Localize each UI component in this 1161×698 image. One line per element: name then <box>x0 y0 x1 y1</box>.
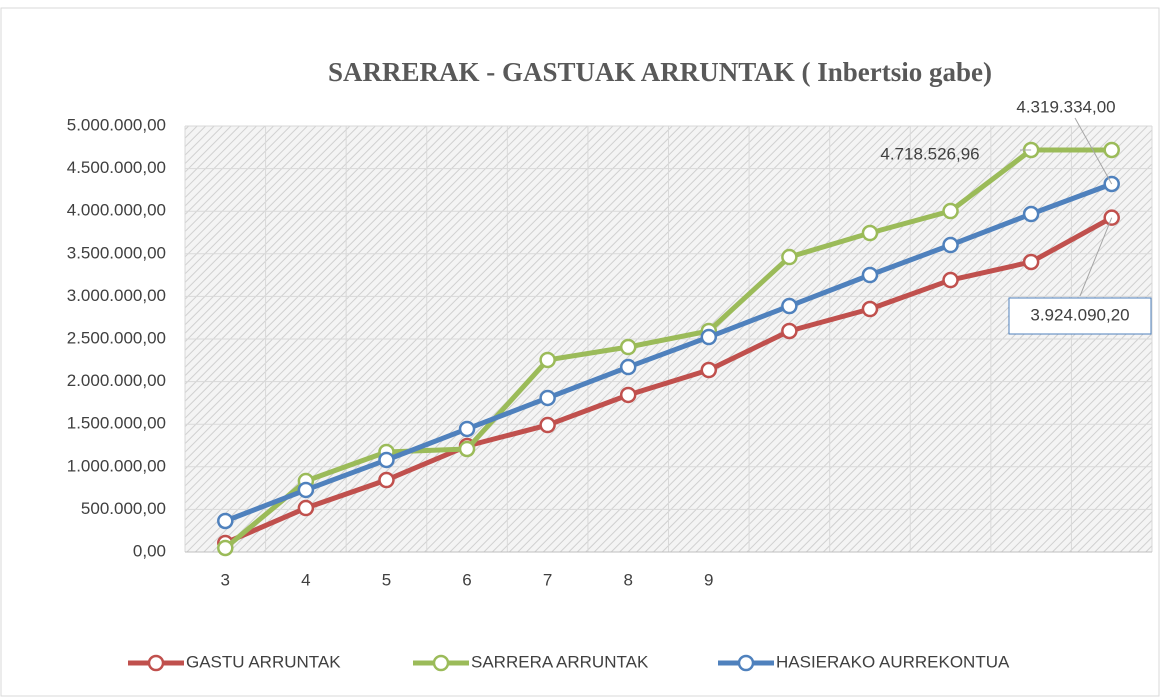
label-box <box>1008 297 1152 335</box>
point-marker <box>378 451 395 469</box>
point-marker <box>619 338 637 356</box>
point-marker <box>539 389 556 407</box>
point-marker <box>539 351 556 369</box>
y-tick-label: 4.500.000,00 <box>67 158 166 177</box>
point-marker <box>458 420 476 438</box>
point-marker <box>942 202 959 220</box>
point-marker <box>1103 141 1120 159</box>
x-tick-label: 5 <box>382 570 391 589</box>
x-tick-label: 8 <box>623 570 632 589</box>
point-marker <box>297 481 315 499</box>
y-tick-label: 2.000.000,00 <box>67 371 166 390</box>
point-marker <box>781 248 798 266</box>
y-tick-label: 500.000,00 <box>81 499 166 518</box>
y-tick-label: 1.000.000,00 <box>67 456 166 475</box>
legend-label: GASTU ARRUNTAK <box>186 652 341 671</box>
legend-marker <box>737 654 755 672</box>
point-marker <box>1022 205 1040 223</box>
y-tick-label: 3.500.000,00 <box>67 243 166 262</box>
x-tick-label: 6 <box>462 570 471 589</box>
data-label: 4.718.526,96 <box>880 144 979 163</box>
series-line <box>224 215 1113 546</box>
data-label: 4.319.334,00 <box>1016 97 1115 116</box>
leader-line <box>1074 117 1113 185</box>
point-marker <box>942 236 959 254</box>
y-tick-label: 1.500.000,00 <box>67 414 166 433</box>
data-label: 3.924.090,20 <box>1030 305 1129 324</box>
x-tick-label: 7 <box>543 570 552 589</box>
point-marker <box>861 266 879 284</box>
series-line <box>224 181 1113 524</box>
point-marker <box>539 416 556 434</box>
point-marker <box>942 271 959 289</box>
point-marker <box>861 300 879 318</box>
point-marker <box>861 224 879 242</box>
legend-label: SARRERA ARRUNTAK <box>471 652 649 671</box>
y-tick-label: 4.000.000,00 <box>67 201 166 220</box>
y-tick-label: 0,00 <box>133 541 166 560</box>
point-marker <box>781 297 798 315</box>
point-marker <box>619 358 637 376</box>
legend-marker <box>147 654 165 672</box>
chart-title: SARRERAK - GASTUAK ARRUNTAK ( Inbertsio … <box>328 57 992 87</box>
point-marker <box>781 322 798 340</box>
x-tick-label: 4 <box>301 570 310 589</box>
series-line <box>223 147 1112 550</box>
point-marker <box>619 386 637 404</box>
point-marker <box>1022 253 1040 271</box>
point-marker <box>217 512 234 530</box>
y-tick-label: 2.500.000,00 <box>67 328 166 347</box>
point-marker <box>378 471 395 489</box>
point-marker <box>217 539 234 557</box>
y-tick-label: 3.000.000,00 <box>67 286 166 305</box>
y-tick-label: 5.000.000,00 <box>67 115 166 134</box>
point-marker <box>700 361 718 379</box>
point-marker <box>458 440 476 458</box>
legend-label: HASIERAKO AURREKONTUA <box>776 652 1010 671</box>
x-tick-label: 9 <box>704 570 713 589</box>
x-tick-label: 3 <box>221 570 230 589</box>
point-marker <box>700 328 718 346</box>
legend-marker <box>432 654 450 672</box>
point-marker <box>297 499 315 517</box>
leader-line <box>1079 217 1113 297</box>
